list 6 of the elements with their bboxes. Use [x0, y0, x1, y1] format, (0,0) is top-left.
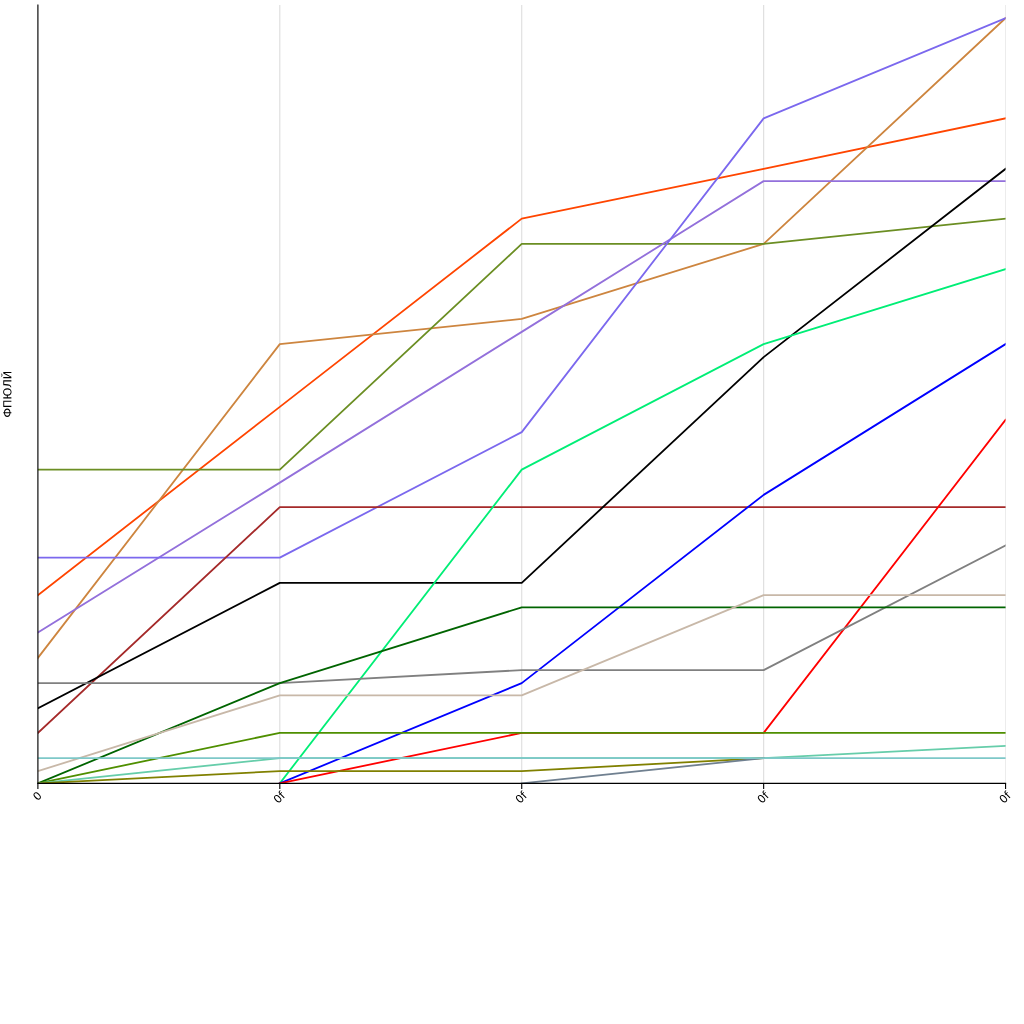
- x-tick-label: 0f: [514, 790, 529, 804]
- x-tick-label: 0f: [272, 790, 287, 804]
- x-tick-label: 0f: [756, 790, 770, 804]
- x-tick-label: 0f: [998, 790, 1012, 804]
- y-axis-title: ФПЮЛЙ: [1, 372, 12, 417]
- x-tick-label: 0: [32, 790, 43, 801]
